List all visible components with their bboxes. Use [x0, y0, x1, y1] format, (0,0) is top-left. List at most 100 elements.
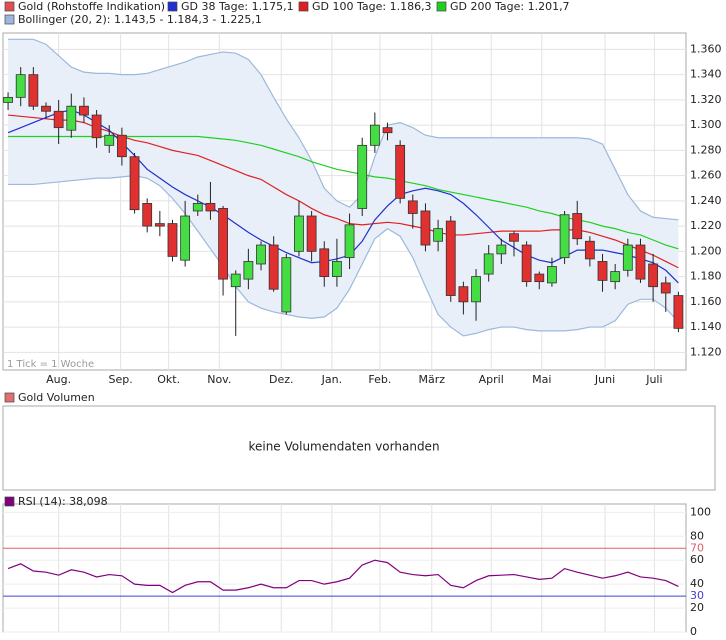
message: keine Volumendaten vorhanden [248, 440, 439, 454]
candle-body [294, 215, 304, 252]
y-tick-label: 20 [690, 601, 704, 614]
candle-body [660, 282, 671, 294]
y-tick-label: 1.360 [690, 42, 722, 55]
candle-body [41, 105, 51, 112]
candle-body [635, 244, 646, 280]
candle-body [230, 273, 241, 288]
y-tick-label: 1.160 [690, 295, 722, 308]
candle-body [256, 244, 266, 265]
y-tick-label: 1.200 [690, 244, 722, 257]
candle-body [129, 156, 140, 211]
legend-label: GD 38 Tage: 1.175,1 [181, 0, 294, 13]
legend-swatch [436, 1, 447, 12]
candle-body [673, 295, 684, 329]
x-tick-label: Aug. [46, 373, 71, 386]
x-tick-label: Jan. [321, 373, 342, 386]
candle-body [610, 271, 621, 283]
legend-swatch [298, 1, 309, 12]
x-tick-label: Dez. [269, 373, 294, 386]
candle-body [597, 261, 608, 281]
candle-body [382, 127, 393, 134]
x-tick-label: Feb. [368, 373, 391, 386]
candle-body [648, 263, 659, 288]
y-tick-label: 0 [690, 625, 697, 638]
y-tick-label: 1.300 [690, 118, 722, 131]
y-tick-label: 80 [690, 529, 704, 542]
x-tick-label: März [419, 373, 446, 386]
reference-label: 70 [690, 541, 704, 554]
candle-body [79, 105, 89, 116]
rsi-line [7, 559, 679, 594]
legend-label: RSI (14): 38,098 [18, 495, 108, 508]
legend-label: GD 200 Tage: 1.201,7 [450, 0, 570, 13]
plot-area [2, 503, 687, 633]
candle-body [344, 224, 355, 259]
candle-body [357, 144, 368, 209]
annotation: 1 Tick = 1 Woche [7, 359, 94, 370]
candle-body [496, 244, 507, 255]
candle-body [433, 228, 443, 242]
x-tick-label: Okt. [157, 373, 180, 386]
y-tick-label: 1.260 [690, 169, 722, 182]
candle-body [407, 200, 418, 214]
candle-body [104, 134, 115, 146]
candle-body [445, 220, 456, 296]
candle-body [167, 223, 178, 257]
candle-body [521, 244, 532, 283]
candle-body [369, 124, 380, 146]
legend-label: Bollinger (20, 2): 1.143,5 - 1.184,3 - 1… [18, 13, 262, 26]
candle-body [420, 210, 431, 246]
candle-body [28, 74, 39, 107]
candle-body [116, 134, 127, 158]
candle-body [142, 202, 153, 227]
y-tick-label: 1.340 [690, 68, 722, 81]
legend-swatch [4, 1, 15, 12]
x-tick-label: Juli [645, 373, 662, 386]
candle-body [509, 233, 519, 242]
candle-body [483, 253, 494, 275]
candle-body [268, 244, 279, 290]
candle-body [205, 202, 216, 212]
candle-body [534, 273, 545, 283]
panel [2, 405, 716, 491]
x-tick-label: Nov. [207, 373, 231, 386]
x-tick-label: April [479, 373, 504, 386]
bollinger-line [8, 38, 679, 221]
bollinger-band [8, 39, 679, 336]
candle-body [53, 110, 64, 129]
candle-body [281, 257, 292, 313]
y-tick-label: 1.120 [690, 345, 722, 358]
legend-swatch [4, 392, 15, 403]
legend-label: Gold Volumen [18, 391, 95, 404]
candle-body [471, 276, 481, 303]
candle-body [154, 223, 165, 227]
candle-body [3, 96, 13, 103]
legend-swatch [167, 1, 178, 12]
candle-body [395, 144, 406, 199]
y-tick-label: 1.320 [690, 93, 722, 106]
x-tick-label: Mai [532, 373, 551, 386]
candle-body [622, 244, 633, 271]
y-tick-label: 1.280 [690, 143, 722, 156]
legend-swatch [4, 496, 15, 507]
y-tick-label: 1.180 [690, 270, 722, 283]
y-tick-label: 40 [690, 577, 704, 590]
candle-body [66, 105, 77, 131]
candle-body [15, 74, 26, 98]
candle-body [180, 215, 191, 261]
y-tick-label: 1.220 [690, 219, 722, 232]
candle-body [572, 213, 583, 240]
x-tick-label: Juni [594, 373, 615, 386]
reference-label: 30 [690, 589, 704, 602]
candle-body [547, 266, 557, 284]
candle-body [559, 214, 570, 259]
candle-body [319, 248, 330, 277]
y-tick-label: 1.140 [690, 320, 722, 333]
candle-body [192, 202, 203, 212]
candle-body [218, 208, 228, 280]
legend-swatch [4, 14, 15, 25]
y-tick-label: 1.240 [690, 194, 722, 207]
x-tick-label: Sep. [109, 373, 133, 386]
bollinger-line [8, 175, 679, 337]
